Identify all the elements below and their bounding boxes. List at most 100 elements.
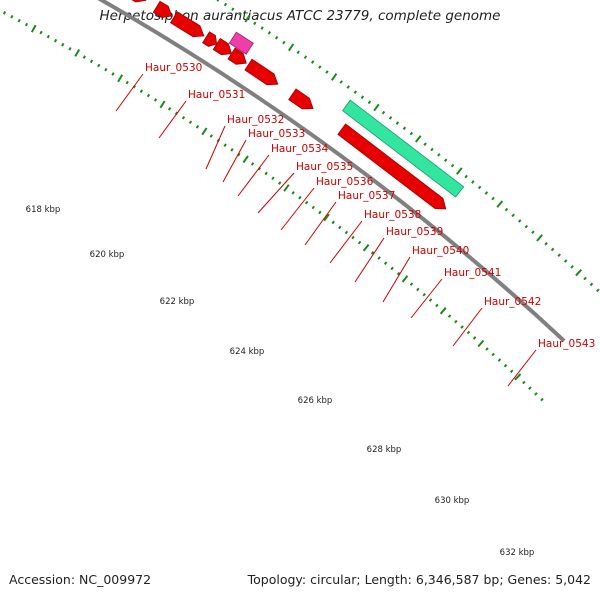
gene-label[interactable]: Haur_0536 [316, 176, 374, 188]
cds-arrow-forward[interactable] [227, 47, 247, 65]
cds-arrow-forward[interactable] [152, 0, 173, 18]
gene-callout[interactable]: Haur_0530 [115, 62, 202, 112]
gene-callout[interactable]: Haur_0533 [222, 128, 305, 183]
minor-tick [518, 219, 522, 223]
minor-tick [125, 80, 129, 85]
minor-tick [89, 59, 94, 64]
minor-tick [491, 352, 495, 357]
gene-callout[interactable]: Haur_0538 [329, 209, 421, 264]
major-tick [74, 48, 81, 57]
gene-label[interactable]: Haur_0539 [386, 226, 443, 238]
cds-arrow-forward[interactable] [212, 37, 233, 56]
tick-label: 624 kbp [230, 347, 265, 357]
minor-tick [383, 261, 388, 266]
minor-tick [423, 142, 427, 146]
minor-tick [409, 131, 414, 136]
callout-line [257, 172, 295, 214]
gene-label[interactable]: Haur_0537 [338, 190, 395, 202]
gene-callout[interactable]: Haur_0532 [205, 114, 284, 170]
minor-tick [377, 256, 381, 260]
backbone-circle [97, 0, 566, 343]
gene-callout[interactable]: Haur_0542 [452, 296, 541, 347]
gene-label[interactable]: Haur_0541 [444, 267, 501, 279]
callout-line [382, 256, 411, 303]
gene-label[interactable]: Haur_0533 [248, 128, 305, 140]
cds-arrow-forward[interactable] [127, 0, 147, 3]
minor-tick [437, 153, 441, 157]
minor-tick [223, 143, 227, 147]
minor-tick [596, 288, 600, 293]
gene-label[interactable]: Haur_0531 [188, 89, 245, 101]
tick-label: 626 kbp [298, 396, 333, 406]
feature-track [127, 0, 465, 210]
inner-tick-ring [2, 11, 544, 402]
tick-label: 622 kbp [160, 297, 195, 307]
gene-callout[interactable]: Haur_0531 [158, 89, 245, 139]
gene-label[interactable]: Haur_0542 [484, 296, 541, 308]
minor-tick [303, 55, 308, 59]
gene-callout[interactable]: Haur_0537 [304, 190, 395, 246]
minor-tick [522, 380, 526, 385]
tick-track [2, 0, 600, 402]
minor-tick [460, 325, 464, 329]
minor-tick [466, 330, 471, 335]
minor-tick [338, 225, 342, 230]
callout-line [410, 278, 443, 319]
gene-callout[interactable]: Haur_0539 [354, 226, 443, 283]
gene-callouts: Haur_0530 Haur_0531 Haur_0532 Haur_0533 Haur… [115, 62, 595, 387]
gene-callout[interactable]: Haur_0540 [382, 245, 469, 303]
minor-tick [503, 363, 508, 368]
gene-label[interactable]: Haur_0535 [296, 161, 353, 173]
minor-tick [370, 251, 375, 255]
major-tick [514, 373, 522, 381]
minor-tick [444, 158, 448, 163]
gene-callout[interactable]: Haur_0543 [507, 338, 595, 387]
gene-label[interactable]: Haur_0534 [271, 143, 329, 155]
gene-label[interactable]: Haur_0532 [227, 114, 284, 126]
minor-tick [570, 265, 574, 269]
minor-tick [422, 292, 426, 297]
minor-tick [2, 11, 7, 15]
minor-tick [381, 110, 386, 115]
minor-tick [253, 21, 257, 26]
rna-block[interactable] [342, 99, 465, 198]
minor-tick [351, 235, 355, 240]
cds-arrow-forward[interactable] [169, 11, 205, 38]
minor-tick [153, 98, 158, 102]
gene-label[interactable]: Haur_0538 [364, 209, 421, 221]
gene-callout[interactable]: Haur_0536 [280, 176, 374, 231]
minor-tick [318, 65, 322, 69]
gene-label[interactable]: Haur_0543 [538, 338, 595, 350]
gene-callout[interactable]: Haur_0534 [237, 143, 329, 197]
minor-tick [497, 358, 502, 362]
minor-tick [296, 50, 300, 55]
minor-tick [524, 224, 529, 229]
gene-label[interactable]: Haur_0540 [412, 245, 469, 257]
minor-tick [531, 230, 535, 235]
major-tick [30, 24, 37, 33]
minor-tick [504, 207, 509, 212]
minor-tick [339, 80, 343, 84]
minor-tick [167, 107, 172, 111]
minor-tick [395, 121, 400, 125]
minor-tick [311, 205, 315, 210]
minor-tick [367, 100, 372, 105]
cds-arrow-forward[interactable] [337, 123, 447, 210]
gene-callout[interactable]: Haur_0535 [257, 161, 353, 214]
cds-arrow-forward[interactable] [288, 88, 314, 110]
minor-tick [550, 247, 555, 252]
gene-callout[interactable]: Haur_0541 [410, 267, 501, 319]
minor-tick [318, 210, 322, 215]
gene-label[interactable]: Haur_0530 [145, 62, 202, 74]
minor-tick [563, 259, 568, 263]
cds-arrow-forward[interactable] [244, 58, 279, 86]
minor-tick [68, 47, 72, 51]
minor-tick [484, 191, 489, 195]
rna-block[interactable] [228, 31, 254, 55]
tick-label: 632 kbp [500, 548, 535, 558]
minor-tick [310, 60, 315, 64]
major-tick [159, 100, 166, 109]
cds-arrow-forward[interactable] [202, 31, 218, 47]
minor-tick [39, 30, 43, 35]
major-tick [439, 307, 447, 315]
